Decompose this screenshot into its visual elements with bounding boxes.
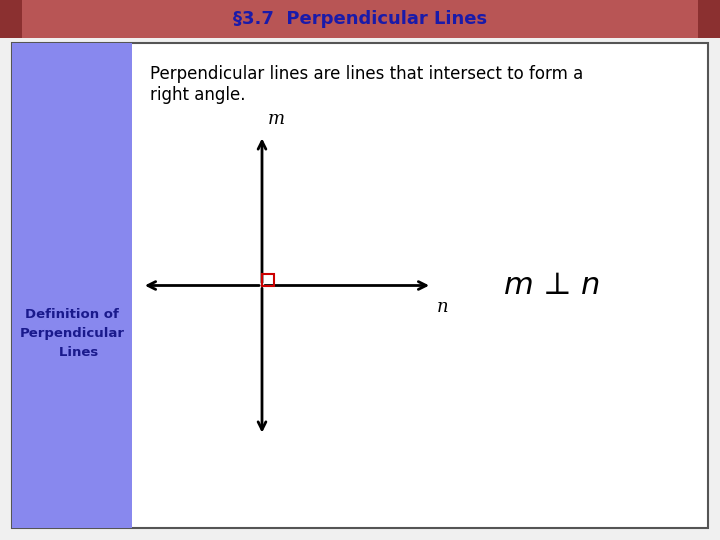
Bar: [698, 0, 720, 38]
Bar: [12, 43, 708, 528]
Text: §3.7  Perpendicular Lines: §3.7 Perpendicular Lines: [233, 10, 487, 28]
Text: m: m: [268, 110, 285, 127]
Text: Perpendicular lines are lines that intersect to form a
right angle.: Perpendicular lines are lines that inter…: [150, 65, 583, 104]
Text: n: n: [437, 298, 449, 315]
Bar: [12, 43, 132, 528]
Bar: [0, 0, 720, 38]
Bar: [262, 273, 274, 286]
Bar: [0, 0, 22, 38]
Text: Definition of
Perpendicular
   Lines: Definition of Perpendicular Lines: [19, 308, 125, 360]
Text: $\mathit{m}$ ⊥ $\mathit{n}$: $\mathit{m}$ ⊥ $\mathit{n}$: [503, 270, 600, 301]
